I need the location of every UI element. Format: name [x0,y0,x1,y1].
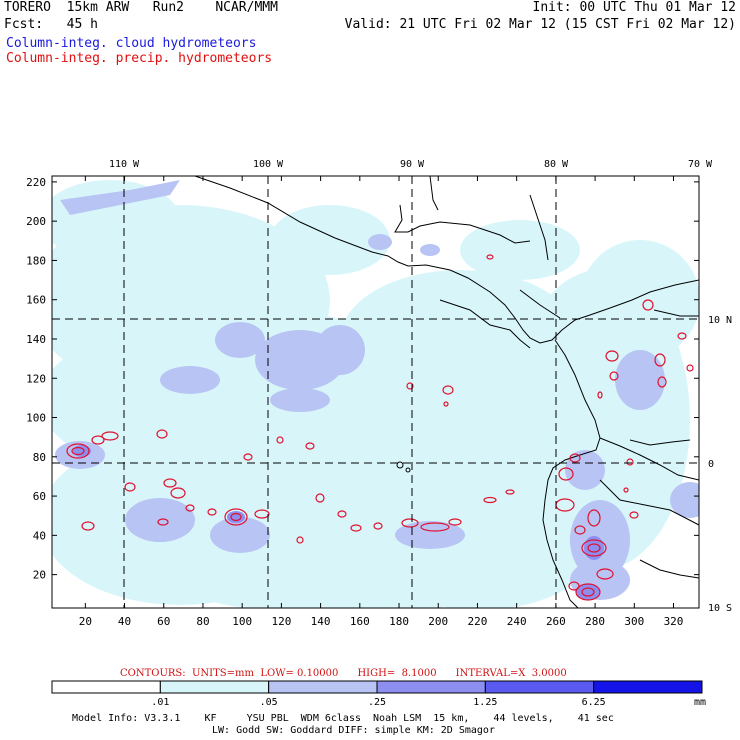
x-grid-label: 60 [157,615,170,628]
y-tick-marks [52,181,699,576]
model-info-line2: LW: Godd SW: Goddard DIFF: simple KM: 2D… [212,725,495,736]
x-grid-label: 160 [350,615,370,628]
x-grid-label: 100 [232,615,252,628]
y-grid-label: 120 [26,372,46,385]
x-grid-label: 260 [546,615,566,628]
precip-contours [66,254,694,601]
y-grid-label: 180 [26,254,46,267]
x-grid-label: 280 [585,615,605,628]
header-forecast-hour: Fcst: 45 h [4,17,98,32]
colorbar-label: .01 [151,697,169,708]
header-init-time: Init: 00 UTC Thu 01 Mar 12 [532,0,737,15]
lon-label-110w: 110 W [109,159,140,170]
top-longitude-labels: 110 W 100 W 90 W 80 W 70 W [109,159,713,170]
colorbar-label: .05 [260,697,278,708]
lon-label-100w: 100 W [253,159,284,170]
colorbar-swatch [484,680,595,694]
colorbar-label: 1.25 [473,697,497,708]
contours-info: CONTOURS: UNITS=mm LOW= 0.10000 HIGH= 8.… [120,668,567,679]
y-grid-label: 200 [26,215,46,228]
colorbar-swatch [268,680,378,694]
colorbar [51,680,703,694]
model-info-line1: Model Info: V3.3.1 KF YSU PBL WDM 6class… [72,713,614,724]
x-grid-label: 200 [428,615,448,628]
x-grid-label: 20 [79,615,92,628]
y-grid-labels: 20 40 60 80 100 120 140 160 180 200 220 [26,176,46,582]
colorbar-labels: .01 .05 .25 1.25 6.25 [151,697,605,708]
y-grid-label: 20 [33,569,46,582]
y-grid-label: 100 [26,412,46,425]
x-grid-label: 180 [389,615,409,628]
colorbar-swatch [376,680,486,694]
header-valid-time: Valid: 21 UTC Fri 02 Mar 12 (15 CST Fri … [344,17,736,32]
lon-label-90w: 90 W [400,159,425,170]
cloud-hydrometeor-shading [52,180,699,608]
colorbar-label: .25 [368,697,386,708]
y-grid-label: 160 [26,294,46,307]
x-grid-label: 240 [507,615,527,628]
y-grid-label: 140 [26,333,46,346]
x-grid-label: 120 [271,615,291,628]
colorbar-swatch [593,680,703,694]
x-grid-labels: 20 40 60 80 100 120 140 160 180 200 220 240 260 280 30… [79,615,684,628]
y-grid-label: 220 [26,176,46,189]
plot-frame [51,175,700,609]
x-grid-label: 40 [118,615,131,628]
lat-label-0: 0 [708,459,714,470]
graticule [52,176,699,608]
coastlines [194,176,699,608]
header-run-info: TORERO 15km ARW Run2 NCAR/MMM [4,0,278,15]
field-cloud-hydrometeors: Column-integ. cloud hydrometeors [6,36,257,51]
y-grid-label: 60 [33,490,46,503]
field-precip-hydrometeors: Column-integ. precip. hydrometeors [6,51,273,66]
x-grid-label: 140 [311,615,331,628]
lon-label-70w: 70 W [688,159,713,170]
lat-label-10n: 10 N [708,315,732,326]
x-grid-label: 320 [664,615,684,628]
lon-label-80w: 80 W [544,159,569,170]
x-tick-marks [84,176,675,608]
x-grid-label: 300 [624,615,644,628]
x-grid-label: 80 [196,615,209,628]
lat-label-10s: 10 S [708,603,732,614]
colorbar-swatch [51,680,161,694]
colorbar-unit: mm [694,697,706,708]
y-grid-label: 40 [33,529,46,542]
x-grid-label: 220 [468,615,488,628]
colorbar-label: 6.25 [582,697,606,708]
colorbar-swatch [159,680,270,694]
y-grid-label: 80 [33,451,46,464]
right-latitude-labels: 10 N 0 10 S [708,315,732,614]
